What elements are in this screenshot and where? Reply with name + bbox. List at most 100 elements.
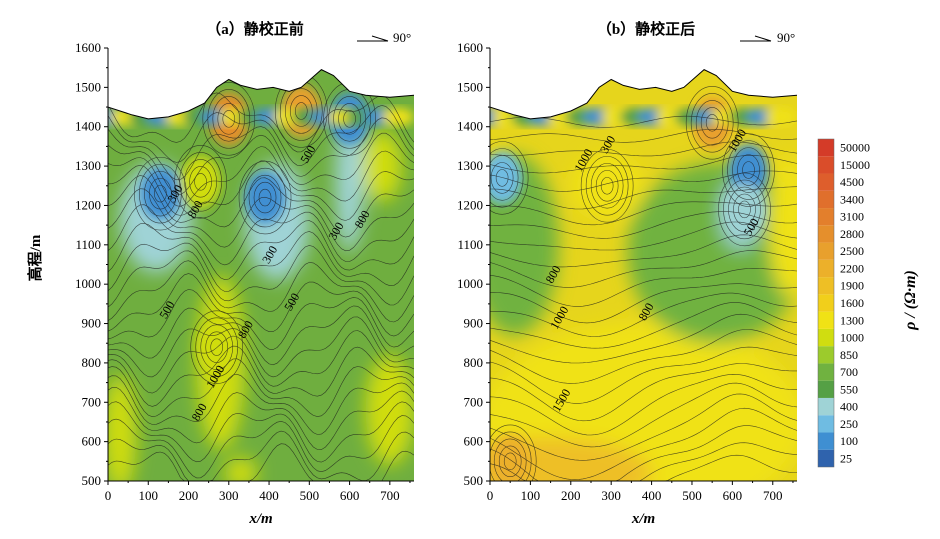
contour-ring [149,177,172,210]
colorbar-label: 3100 [840,210,864,224]
x-tick-label: 600 [340,488,360,503]
panel-b-axes: 0 100 200 300 400 500 600 700 500 600 700 800 900 100… [457,40,797,527]
contour-ring [200,324,234,370]
colorbar-title: ρ / (Ω·m) [902,270,919,331]
contour-ring [690,93,734,153]
contour-ring [343,110,356,128]
colorbar-swatch [818,190,834,209]
field-zones [490,154,797,482]
panel-b-title: （b）静校正后 [597,20,695,38]
contour-line [490,170,797,192]
colorbar-swatch [818,432,834,450]
contour-ring [493,438,527,482]
colorbar-swatch [818,363,834,381]
field-zone [108,374,137,482]
panel-a-axes: 0 100 200 300 400 500 600 700 500 600 700 800 900 100… [75,40,414,527]
panel-a-title: （a）静校正前 [206,20,304,38]
contour-line [108,117,414,181]
y-tick-label: 1500 [457,79,483,94]
contour-line [108,231,414,292]
colorbar-swatch [818,139,834,157]
colorbar-label: 850 [840,348,858,362]
contour-ring [737,154,760,186]
contour-line [108,316,414,378]
contour-line [108,105,414,166]
colorbar-swatch [818,173,834,191]
resistivity-anomaly [490,435,531,482]
y-tick-label: 1200 [457,197,483,212]
contour-line [108,358,414,418]
contour-ring [732,147,765,193]
contour-ring [490,162,514,194]
contour-lines [490,86,797,482]
colorbar-swatch [818,294,834,312]
contour-ring [134,156,187,231]
contour-line [490,382,797,448]
contour-line [108,373,414,435]
contour-ring [700,107,724,139]
contour-ring [503,452,517,471]
colorbar-label: 100 [840,434,858,448]
colorbar-swatch [818,415,834,433]
colorbar-label: 1300 [840,313,864,327]
contour-ring [154,184,167,203]
y-axis-label: 高程/m [26,234,44,281]
panel-a-orientation: 90° [357,30,411,45]
contour-line [108,401,414,463]
y-tick-label: 1600 [457,40,483,55]
y-tick-label: 1300 [457,158,483,173]
contour-ring [238,160,292,235]
y-tick-label: 1400 [75,119,101,134]
colorbar-swatch [818,156,834,174]
x-tick-label: 0 [105,488,112,503]
contour-ring [207,89,251,149]
y-tick-label: 500 [464,473,484,488]
x-tick-label: 600 [723,488,743,503]
contour-ring [600,177,614,195]
panel-b-orientation-label: 90° [777,30,795,45]
panel-a-orientation-label: 90° [393,30,411,45]
contour-ring [294,102,308,120]
contour-ring [338,103,361,135]
colorbar-swatch [818,449,834,467]
contour-ring [184,159,217,205]
contour-ring [205,331,229,363]
contour-lines [108,74,414,482]
contour-line [108,92,414,153]
colorbar-label: 700 [840,365,858,379]
colorbar-swatch [818,311,834,329]
field-zone [224,457,257,482]
colorbar-label: 250 [840,417,858,431]
y-tick-label: 1600 [75,40,101,55]
contour-line [490,155,797,174]
contour-line [108,220,414,281]
resistivity-anomaly [724,183,765,236]
contour-ring [722,133,775,207]
contour-ring [248,174,282,221]
contour-ring [222,110,236,128]
contour-ring [212,96,246,142]
x-tick-label: 500 [300,488,320,503]
surface-cell [764,107,797,126]
contour-line [108,273,414,337]
y-tick-label: 1100 [457,237,483,252]
x-tick-label: 200 [561,488,581,503]
contour-line [490,129,797,143]
contour-line [490,302,797,349]
contour-line [490,250,797,288]
field-zone [361,130,402,202]
x-tick-label: 300 [601,488,621,503]
contour-line [490,201,797,226]
y-tick-label: 1500 [75,79,101,94]
y-tick-label: 1000 [75,276,101,291]
contour-ring [195,317,239,377]
colorbar-label: 4500 [840,175,864,189]
x-axis-label: x/m [248,511,272,527]
x-tick-label: 500 [682,488,702,503]
contour-ring [495,169,509,187]
field-anomalies [140,84,370,374]
contour-ring [590,163,624,209]
contour-line [108,132,414,195]
